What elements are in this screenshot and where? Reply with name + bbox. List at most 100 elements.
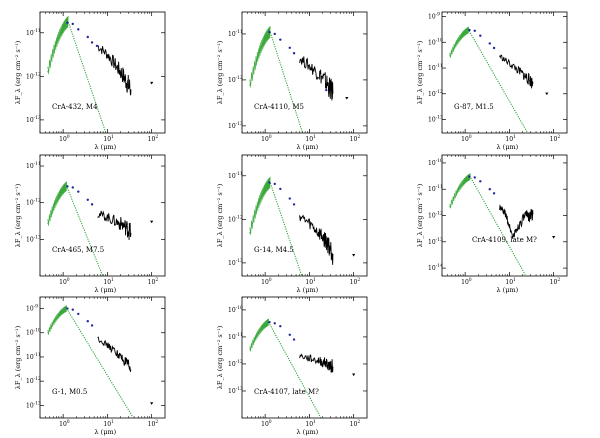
x-axis-label: λ (μm)	[95, 428, 117, 436]
y-tick-label: 10-13	[26, 234, 41, 243]
plot-frame	[39, 154, 166, 277]
x-tick-label: 100	[59, 134, 70, 143]
panel-label: CrA-432, M4	[52, 103, 98, 111]
irs-spectrum-line	[499, 54, 534, 89]
x-tick-label: 102	[148, 419, 159, 428]
x-tick-label: 100	[461, 134, 472, 143]
sed-panel: 100 101 102 10-10 10-11 10-12 10-13 10-14 λ (μm)…	[416, 154, 568, 294]
optical-spectrum-line	[449, 26, 469, 58]
x-tick-label: 100	[59, 277, 70, 286]
photometry-point	[95, 44, 99, 48]
x-axis-label: λ (μm)	[297, 286, 319, 294]
x-tick-label: 101	[505, 277, 516, 286]
y-tick-label: 10-11	[26, 352, 41, 361]
photometry-point	[279, 324, 282, 328]
photometry-point	[492, 192, 496, 195]
optical-spectrum-line	[449, 173, 471, 209]
y-tick-label: 10-11	[26, 161, 41, 170]
irs-spectrum-line	[299, 353, 334, 373]
photometry-point	[66, 307, 69, 310]
photometry-point	[268, 30, 271, 34]
panel-label: G-14, M4.5	[254, 246, 294, 254]
photometry-point	[90, 203, 94, 206]
y-tick-label: 10-10	[228, 305, 243, 314]
photometry-point	[288, 46, 291, 49]
photometry-point	[268, 181, 271, 184]
optical-spectrum-line	[249, 318, 269, 352]
photometry-point	[468, 175, 471, 178]
sed-panel: 100 101 102 10-9 10-10 10-11 10-12 10-13 λ (μm) λ…	[416, 12, 568, 151]
y-tick-label: 10-13	[26, 115, 41, 124]
y-tick-label: 10-12	[26, 376, 41, 385]
photometry-point	[90, 41, 94, 44]
optical-spectrum-line	[47, 181, 67, 226]
y-tick-label: 10-14	[428, 263, 443, 272]
y-tick-label: 10-12	[26, 71, 41, 80]
x-tick-label: 100	[461, 277, 472, 286]
optical-spectrum-line	[47, 305, 67, 335]
photometry-point	[86, 320, 89, 323]
photometry-point	[292, 338, 296, 341]
x-tick-label: 101	[305, 277, 316, 286]
photometry-point	[468, 28, 471, 32]
photometry-limit	[150, 81, 154, 85]
y-tick-label: 10-11	[26, 28, 41, 37]
x-tick-label: 100	[261, 277, 272, 286]
photosphere-model-line	[47, 308, 134, 418]
plot-frame	[39, 296, 166, 419]
photometry-point	[71, 308, 74, 311]
sed-panel: 100 101 102 10-11 10-12 10-13 λ (μm) λF_λ (erg …	[216, 11, 368, 151]
photometry-point	[292, 52, 296, 55]
photometry-point	[86, 35, 89, 39]
photometry-point	[66, 185, 69, 188]
y-axis-label: λF_λ (erg cm⁻² s⁻¹)	[216, 325, 224, 389]
photometry-limit	[545, 92, 549, 96]
x-axis-label: λ (μm)	[297, 428, 319, 436]
photometry-point	[90, 324, 94, 327]
y-tick-label: 10-11	[228, 332, 243, 341]
photometry-point	[325, 88, 328, 92]
x-tick-label: 101	[305, 134, 316, 143]
panel-label: CrA-4107, late M?	[254, 388, 319, 396]
photometry-limit	[352, 254, 356, 257]
photometry-point	[279, 187, 282, 191]
photometry-point	[488, 188, 491, 191]
optical-spectrum-line	[47, 15, 69, 75]
y-tick-label: 10-10	[428, 158, 443, 167]
panel-label: CrA-4109, late M?	[472, 236, 537, 244]
plot-frame	[241, 296, 368, 419]
photometry-point	[479, 180, 482, 183]
plot-frame	[39, 11, 166, 134]
y-tick-label: 10-12	[228, 75, 243, 84]
x-tick-label: 101	[103, 277, 114, 286]
plot-frame	[241, 11, 368, 134]
plot-frame	[241, 154, 368, 277]
optical-spectrum-line	[249, 176, 271, 236]
sed-panel: 100 101 102 10-11 10-12 10-13 λ (μm) λF_λ (erg …	[216, 154, 368, 294]
irs-spectrum-line	[299, 214, 334, 265]
y-tick-label: 10-9	[428, 12, 440, 21]
photometry-point	[273, 32, 276, 36]
photometry-limit	[150, 402, 154, 405]
photometry-limit	[352, 373, 356, 377]
y-axis-label: λF_λ (erg cm⁻² s⁻¹)	[216, 183, 224, 247]
photometry-point	[273, 182, 276, 186]
photometry-point	[288, 333, 291, 336]
x-axis-label: λ (μm)	[497, 286, 519, 294]
x-tick-label: 101	[103, 134, 114, 143]
y-tick-label: 10-10	[26, 328, 41, 337]
x-axis-label: λ (μm)	[95, 143, 117, 151]
y-axis-label: λF_λ (erg cm⁻² s⁻¹)	[416, 40, 424, 104]
y-tick-label: 10-11	[228, 171, 243, 180]
y-tick-label: 10-13	[228, 121, 243, 130]
y-tick-label: 10-12	[26, 198, 41, 207]
y-axis-label: λF_λ (erg cm⁻² s⁻¹)	[14, 40, 22, 104]
photometry-point	[77, 312, 80, 316]
photometry-limit	[345, 97, 349, 100]
photosphere-model-line	[249, 322, 322, 419]
photometry-point	[77, 190, 80, 193]
photometry-point	[86, 198, 89, 201]
y-axis-label: λF_λ (erg cm⁻² s⁻¹)	[14, 183, 22, 247]
y-tick-label: 10-13	[26, 400, 41, 409]
x-tick-label: 101	[305, 419, 316, 428]
